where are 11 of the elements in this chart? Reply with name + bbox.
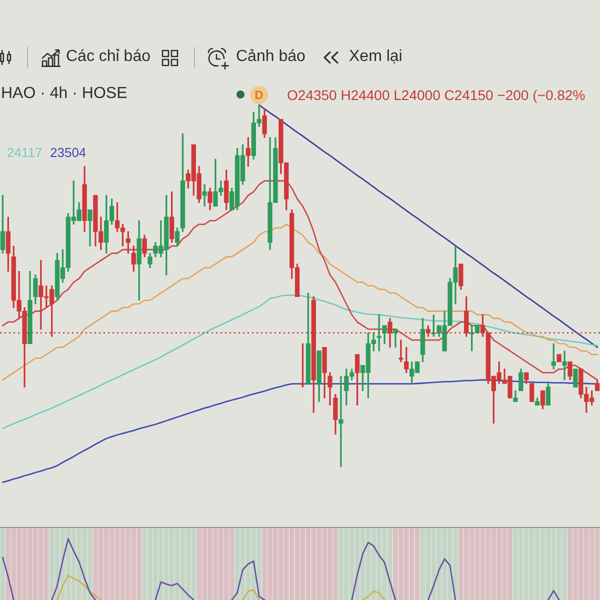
text: Xem lại (349, 48, 402, 66)
candlestick (393, 328, 398, 348)
text: O24350 H24400 L24000 C24150 −200 (−0.82% (287, 87, 586, 103)
annotation: 24117 (7, 145, 42, 160)
text: D (250, 86, 268, 104)
text: Cảnh báo (236, 48, 306, 66)
candlestick (562, 350, 567, 380)
annotation: 23504 (50, 145, 86, 160)
candlestick (202, 184, 207, 207)
text: Các chỉ báo (66, 48, 150, 66)
chart-title: HAO · 4h · HOSE (1, 85, 128, 103)
